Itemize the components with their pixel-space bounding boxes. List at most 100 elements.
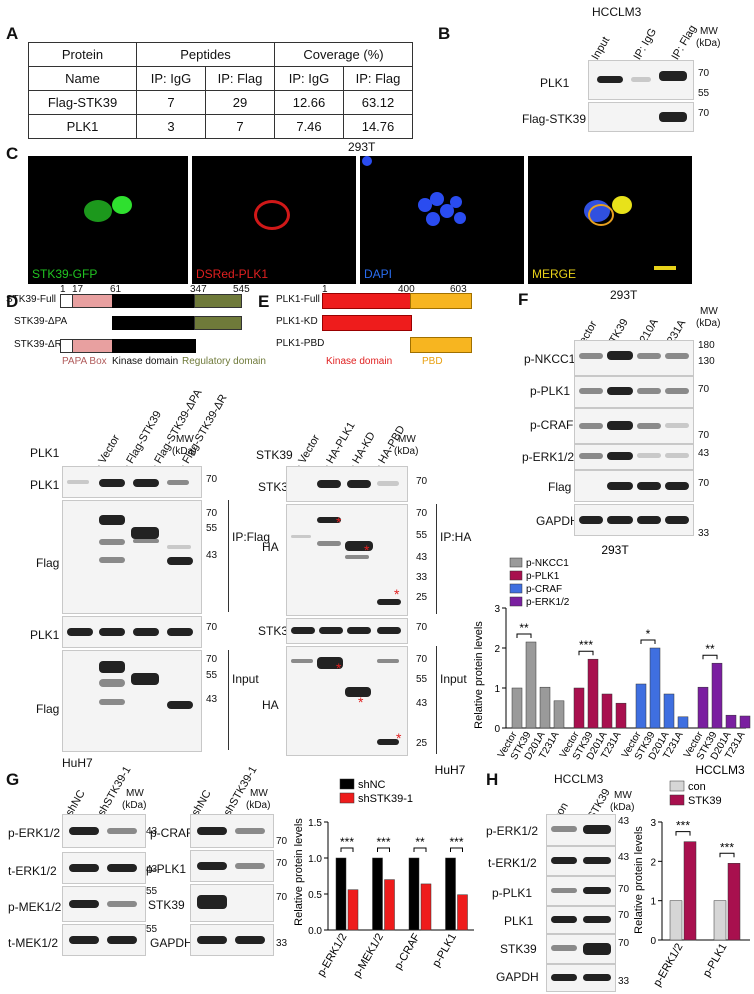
panel-e-marker: 70 — [416, 654, 428, 665]
microscopy-label-dapi: DAPI — [364, 267, 393, 281]
panel-f-row-2: p-CRAF — [530, 418, 574, 432]
panel-h-marker: 70 — [618, 884, 630, 895]
kinase-domain — [112, 294, 196, 308]
chart-f-bar — [649, 647, 661, 729]
panel-f-marker: 70 — [698, 384, 710, 395]
panel-f-marker: 43 — [698, 448, 710, 459]
panel-f-row-3: p-ERK1/2 — [522, 450, 575, 464]
panel-e-mw: MW — [398, 434, 416, 445]
panel-d-marker: 70 — [206, 622, 218, 633]
chart-g-category-label: p-ERK1/2 — [315, 932, 349, 979]
table-row: Flag-STK39 7 29 12.66 63.12 — [28, 90, 413, 115]
panel-g-mw: MW — [126, 788, 144, 799]
table-sub-2: IP: IgG — [274, 66, 344, 91]
chart-f-legend-swatch — [509, 583, 523, 594]
panel-f-marker: 33 — [698, 528, 710, 539]
chart-h-legend-swatch — [669, 794, 685, 806]
chart-f-legend-label: p-ERK1/2 — [526, 597, 570, 608]
panel-b-mw: MW — [700, 26, 718, 37]
panel-b-marker: 55 — [698, 88, 710, 99]
chart-f-bar — [711, 662, 723, 729]
panel-e-blot-stk39-ip — [286, 466, 408, 502]
panel-f-blot-pplk1 — [574, 376, 694, 408]
panel-f-marker: 180 — [698, 340, 715, 351]
panel-d-marker: 55 — [206, 523, 218, 534]
papa-box-domain — [72, 339, 114, 353]
microscopy-merge: MERGE — [528, 156, 692, 284]
significance-marker: *** — [676, 819, 690, 833]
panel-e-marker: 43 — [416, 698, 428, 709]
chart-f-bar — [725, 714, 737, 729]
chart-g: HuH7 Relative protein levels 0.0 0.5 1.0 1.… — [293, 763, 474, 980]
plk1-kinase-domain — [322, 293, 412, 309]
legend-papa-box: PAPA Box — [62, 356, 107, 367]
panel-f-mw: MW — [700, 306, 718, 317]
panel-b-row-flag: Flag-STK39 — [522, 112, 587, 126]
microscopy-label-dsred: DSRed-PLK1 — [196, 267, 269, 281]
chart-g-bar — [335, 857, 347, 931]
panel-f-row-1: p-PLK1 — [530, 384, 571, 398]
table-a: Protein Peptides Coverage (%) Name IP: I… — [28, 42, 413, 139]
panel-b-marker: 70 — [698, 68, 710, 79]
chart-f-bar — [615, 702, 627, 729]
panel-e-marker: 70 — [416, 622, 428, 633]
pbd-domain — [410, 293, 472, 309]
panel-d-marker: 70 — [206, 474, 218, 485]
chart-h-tick-label: 2 — [650, 857, 656, 868]
panel-g-row-right-3: GAPDH — [150, 936, 193, 950]
panel-g-blot-tmek — [62, 924, 146, 956]
chart-f-bar — [697, 686, 709, 729]
chart-f-legend-label: p-CRAF — [526, 584, 562, 595]
construct-plk1-pbd: PLK1-PBD — [276, 338, 325, 349]
panel-f-kda: (kDa) — [696, 318, 721, 329]
panel-d-input-label: Input — [232, 672, 259, 686]
panel-b-blot-flag — [588, 102, 694, 132]
panel-f-blot-perk — [574, 444, 694, 470]
panel-d-cell-line: HuH7 — [62, 756, 93, 770]
panel-h-blot-perk — [546, 814, 616, 846]
legend-plk1-kinase: Kinase domain — [326, 356, 393, 367]
panel-e-marker: 25 — [416, 738, 428, 749]
panel-label-c: C — [6, 144, 19, 163]
chart-f-legend-label: p-PLK1 — [526, 571, 560, 582]
panel-h-row-2: p-PLK1 — [492, 886, 533, 900]
panel-g-marker: 55 — [146, 886, 158, 897]
panel-b-lane-2: IP: Flag — [669, 23, 699, 62]
panel-d-row-3: Flag — [36, 702, 60, 716]
panel-g-marker: 70 — [276, 892, 288, 903]
panel-f-row-5: GAPDH — [536, 514, 579, 528]
panel-b-cell-line: HCCLM3 — [592, 5, 642, 19]
panel-b-lane-0: Input — [589, 34, 613, 62]
panel-h-row-1: t-ERK1/2 — [488, 856, 537, 870]
chart-f-bar — [677, 716, 689, 729]
panel-h-blot-gapdh — [546, 964, 616, 992]
chart-h-legend-swatch — [669, 780, 685, 792]
significance-marker: ** — [519, 621, 529, 635]
chart-f-bar — [601, 693, 613, 729]
chart-h-bar — [683, 841, 697, 941]
panel-d-blot-flag-ip — [62, 500, 202, 614]
plk1-kinase-domain — [322, 315, 412, 331]
chart-g-legend-swatch — [339, 792, 355, 804]
table-header-name: Name — [28, 66, 137, 91]
panel-g-blot-pplk1 — [190, 850, 274, 882]
panel-d-row-1: Flag — [36, 556, 60, 570]
panel-g-blot-stk39 — [190, 884, 274, 922]
panel-label-d: D — [6, 292, 19, 311]
panel-h-marker: 33 — [618, 976, 630, 987]
significance-marker: *** — [449, 835, 463, 849]
star-marker: * — [358, 694, 364, 710]
significance-bracket — [640, 639, 656, 644]
panel-d-marker: 55 — [206, 670, 218, 681]
panel-h-row-0: p-ERK1/2 — [486, 824, 539, 838]
panel-f-cell-line: 293T — [610, 288, 638, 302]
panel-e-ip-label: IP:HA — [440, 530, 472, 544]
significance-bracket — [578, 650, 594, 656]
table-sub-0: IP: IgG — [136, 66, 206, 91]
panel-e-row-3: HA — [262, 698, 279, 712]
significance-bracket — [377, 847, 390, 852]
microscopy-dsred: DSRed-PLK1 — [192, 156, 356, 284]
panel-h-marker: 70 — [618, 910, 630, 921]
panel-h-kda: (kDa) — [610, 802, 635, 813]
panel-g-blot-pmek — [62, 886, 146, 922]
